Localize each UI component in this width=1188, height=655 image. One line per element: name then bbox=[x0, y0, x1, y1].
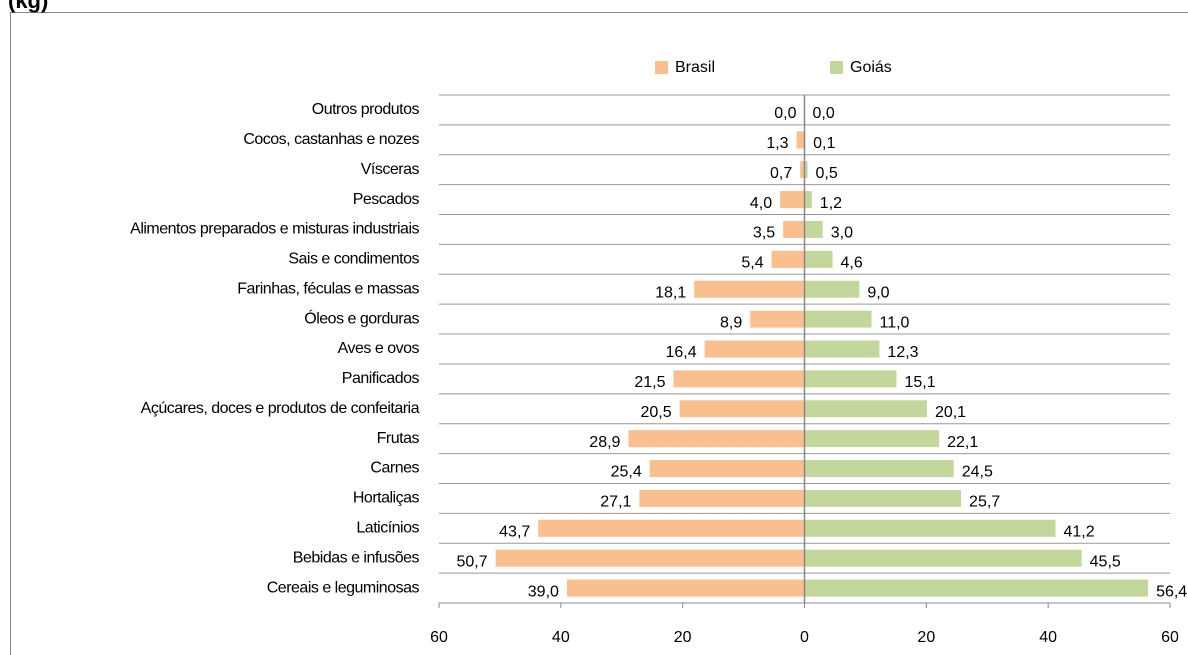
category-label: Hortaliças bbox=[353, 490, 420, 507]
value-label: 20,5 bbox=[640, 404, 671, 421]
bar bbox=[804, 220, 823, 238]
category-label: Aves e ovos bbox=[338, 340, 420, 357]
category-label: Óleos e gorduras bbox=[304, 308, 419, 327]
category-label: Farinhas, féculas e massas bbox=[237, 280, 419, 297]
bar bbox=[566, 579, 805, 597]
value-label: 4,0 bbox=[750, 195, 772, 212]
bar bbox=[804, 519, 1056, 537]
value-label: 56,4 bbox=[1156, 583, 1187, 600]
x-tick-label: 40 bbox=[1039, 629, 1057, 646]
bar bbox=[796, 131, 805, 149]
value-label: 0,7 bbox=[770, 165, 792, 182]
value-label: 15,1 bbox=[904, 374, 935, 391]
value-label: 16,4 bbox=[665, 344, 696, 361]
x-tick-label: 20 bbox=[674, 629, 692, 646]
bar bbox=[771, 250, 805, 268]
bar bbox=[804, 280, 860, 298]
legend-swatch bbox=[655, 61, 668, 74]
bar bbox=[649, 460, 805, 478]
value-label: 5,4 bbox=[741, 255, 763, 272]
bar bbox=[804, 460, 954, 478]
value-label: 45,5 bbox=[1090, 553, 1121, 570]
bar bbox=[804, 400, 927, 418]
value-label: 0,0 bbox=[813, 105, 835, 122]
x-tick-label: 60 bbox=[430, 629, 448, 646]
legend-swatch bbox=[830, 61, 843, 74]
value-label: 25,7 bbox=[969, 494, 1000, 511]
value-label: 21,5 bbox=[634, 374, 665, 391]
bar bbox=[804, 579, 1149, 597]
value-label: 24,5 bbox=[962, 464, 993, 481]
bar bbox=[639, 489, 805, 507]
category-label: Sais e condimentos bbox=[288, 251, 419, 268]
bar bbox=[495, 549, 805, 567]
value-label: 22,1 bbox=[947, 434, 978, 451]
value-label: 27,1 bbox=[600, 494, 631, 511]
category-label: Panificados bbox=[342, 370, 420, 387]
bar bbox=[804, 340, 880, 358]
value-label: 18,1 bbox=[655, 284, 686, 301]
legend-label: Brasil bbox=[675, 59, 715, 76]
value-label: 0,1 bbox=[813, 135, 835, 152]
bar bbox=[804, 250, 833, 268]
x-tick-label: 0 bbox=[800, 629, 809, 646]
bar bbox=[538, 519, 805, 537]
bar bbox=[750, 310, 805, 328]
bar bbox=[804, 161, 808, 179]
legend-label: Goiás bbox=[850, 59, 892, 76]
bar bbox=[783, 220, 805, 238]
category-label: Açúcares, doces e produtos de confeitari… bbox=[141, 400, 420, 417]
value-label: 43,7 bbox=[499, 524, 530, 541]
value-label: 41,2 bbox=[1063, 524, 1094, 541]
value-label: 3,0 bbox=[831, 225, 853, 242]
bar bbox=[628, 430, 805, 448]
category-label: Outros produtos bbox=[312, 101, 420, 118]
value-label: 25,4 bbox=[611, 464, 642, 481]
value-label: 9,0 bbox=[867, 284, 889, 301]
category-label: Carnes bbox=[370, 460, 419, 477]
value-label: 28,9 bbox=[589, 434, 620, 451]
bar bbox=[804, 310, 872, 328]
value-label: 11,0 bbox=[880, 314, 910, 331]
value-label: 50,7 bbox=[457, 553, 488, 570]
category-label: Frutas bbox=[377, 430, 420, 447]
bar bbox=[800, 161, 805, 179]
value-label: 20,1 bbox=[935, 404, 966, 421]
value-label: 0,5 bbox=[816, 165, 838, 182]
bar bbox=[704, 340, 805, 358]
x-tick-label: 20 bbox=[917, 629, 935, 646]
chart-title: (kg) bbox=[8, 0, 48, 13]
bar bbox=[780, 191, 805, 209]
value-label: 12,3 bbox=[887, 344, 918, 361]
value-label: 1,3 bbox=[766, 135, 788, 152]
bar bbox=[673, 370, 805, 388]
bar bbox=[679, 400, 805, 418]
bar bbox=[804, 549, 1082, 567]
bar bbox=[694, 280, 805, 298]
value-label: 39,0 bbox=[528, 583, 559, 600]
category-label: Vísceras bbox=[361, 161, 420, 178]
value-label: 4,6 bbox=[841, 255, 863, 272]
category-label: Bebidas e infusões bbox=[293, 549, 420, 566]
value-label: 1,2 bbox=[820, 195, 842, 212]
bar bbox=[804, 489, 962, 507]
category-label: Cocos, castanhas e nozes bbox=[243, 131, 419, 148]
bar bbox=[804, 430, 940, 448]
bar bbox=[804, 370, 897, 388]
value-label: 8,9 bbox=[720, 314, 742, 331]
x-tick-label: 40 bbox=[552, 629, 570, 646]
category-label: Cereais e leguminosas bbox=[267, 579, 420, 596]
value-label: 3,5 bbox=[753, 225, 775, 242]
value-label: 0,0 bbox=[774, 105, 796, 122]
category-label: Alimentos preparados e misturas industri… bbox=[130, 221, 419, 238]
x-tick-label: 60 bbox=[1161, 629, 1179, 646]
category-label: Laticínios bbox=[356, 520, 419, 537]
bar bbox=[804, 191, 812, 209]
category-label: Pescados bbox=[353, 191, 420, 208]
